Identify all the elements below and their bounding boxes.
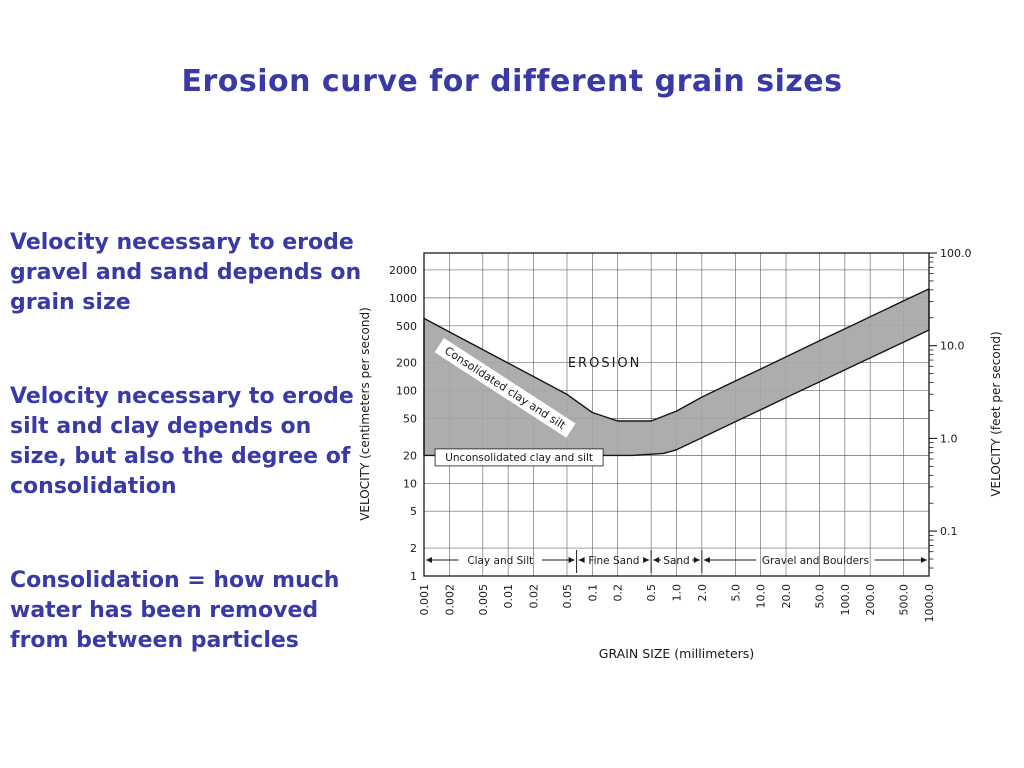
svg-text:100.0: 100.0 bbox=[839, 584, 852, 616]
svg-text:1000.0: 1000.0 bbox=[923, 584, 936, 623]
svg-text:10.0: 10.0 bbox=[755, 584, 768, 609]
svg-text:0.05: 0.05 bbox=[561, 584, 574, 609]
grain-class-row: Clay and Silt Fine Sand Sand Gravel and Bou… bbox=[426, 550, 927, 573]
svg-text:1: 1 bbox=[410, 570, 417, 583]
svg-text:0.002: 0.002 bbox=[443, 584, 456, 616]
svg-text:1.0: 1.0 bbox=[671, 584, 684, 602]
svg-text:10.0: 10.0 bbox=[940, 340, 965, 353]
svg-text:1.0: 1.0 bbox=[940, 432, 958, 445]
svg-text:10: 10 bbox=[403, 477, 417, 490]
x-axis-title: GRAIN SIZE (millimeters) bbox=[599, 646, 754, 661]
erosion-chart: 0.001 0.002 0.005 0.01 0.02 0.05 0.1 0.2 0.5 1.0 2… bbox=[358, 247, 1003, 661]
svg-text:Gravel and Boulders: Gravel and Boulders bbox=[762, 555, 869, 567]
svg-text:5: 5 bbox=[410, 505, 417, 518]
svg-text:50: 50 bbox=[403, 412, 417, 425]
svg-text:0.01: 0.01 bbox=[502, 584, 515, 609]
svg-text:200.0: 200.0 bbox=[864, 584, 877, 616]
svg-text:500: 500 bbox=[396, 320, 417, 333]
bullet-erode-gravel-sand: Velocity necessary to erode gravel and s… bbox=[10, 230, 362, 315]
bullet-erode-silt-clay: Velocity necessary to erode silt and cla… bbox=[10, 384, 354, 499]
svg-text:EROSION: EROSION bbox=[568, 356, 642, 371]
svg-text:0.2: 0.2 bbox=[612, 584, 625, 602]
svg-text:20: 20 bbox=[403, 449, 417, 462]
bullet-consolidation-definition: Consolidation = how much water has been … bbox=[10, 568, 340, 653]
svg-text:5.0: 5.0 bbox=[729, 584, 742, 602]
erosion-chart-figure: 0.001 0.002 0.005 0.01 0.02 0.05 0.1 0.2 0.5 1.0 2… bbox=[352, 226, 1024, 676]
plot-border bbox=[423, 252, 930, 577]
svg-text:0.001: 0.001 bbox=[418, 584, 431, 616]
svg-text:2000: 2000 bbox=[389, 264, 417, 277]
slide-title: Erosion curve for different grain sizes bbox=[181, 64, 843, 99]
svg-text:20.0: 20.0 bbox=[780, 584, 793, 609]
y-tick-labels-left: 1 2 5 10 20 50 100 200 500 1000 2000 bbox=[389, 264, 417, 583]
svg-text:Unconsolidated clay and silt: Unconsolidated clay and silt bbox=[445, 452, 593, 464]
svg-text:500.0: 500.0 bbox=[898, 584, 911, 616]
y-axis-title-right: VELOCITY (feet per second) bbox=[989, 331, 1003, 496]
svg-text:100: 100 bbox=[396, 385, 417, 398]
svg-text:2: 2 bbox=[410, 542, 417, 555]
svg-text:0.1: 0.1 bbox=[940, 525, 958, 538]
svg-text:100.0: 100.0 bbox=[940, 247, 972, 260]
y-axis-title-left: VELOCITY (centimeters per second) bbox=[358, 307, 372, 521]
svg-text:Fine Sand: Fine Sand bbox=[588, 555, 639, 567]
svg-text:0.5: 0.5 bbox=[645, 584, 658, 602]
x-tick-labels: 0.001 0.002 0.005 0.01 0.02 0.05 0.1 0.2 0.5 1.0 2… bbox=[418, 584, 936, 623]
svg-text:50.0: 50.0 bbox=[814, 584, 827, 609]
svg-text:0.005: 0.005 bbox=[477, 584, 490, 616]
svg-text:0.1: 0.1 bbox=[586, 584, 599, 602]
svg-text:2.0: 2.0 bbox=[696, 584, 709, 602]
svg-text:0.02: 0.02 bbox=[528, 584, 541, 609]
svg-text:200: 200 bbox=[396, 357, 417, 370]
svg-text:1000: 1000 bbox=[389, 292, 417, 305]
svg-text:Clay and Silt: Clay and Silt bbox=[467, 555, 533, 567]
y-axis-right: 0.1 1.0 10.0 100.0 bbox=[929, 247, 972, 569]
svg-text:Sand: Sand bbox=[663, 555, 689, 567]
